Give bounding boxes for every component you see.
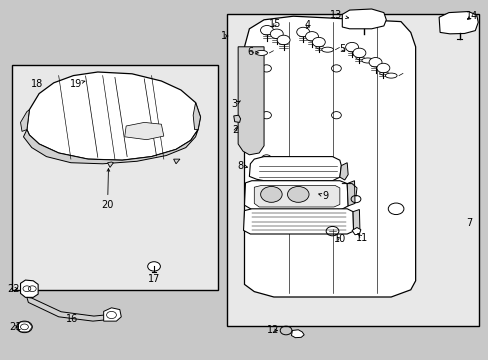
Text: 7: 7 — [466, 218, 471, 228]
Text: 15: 15 — [268, 19, 281, 30]
Polygon shape — [291, 330, 304, 338]
Polygon shape — [249, 157, 341, 181]
Text: 11: 11 — [355, 233, 367, 243]
Polygon shape — [27, 72, 200, 160]
Circle shape — [312, 37, 325, 47]
Circle shape — [305, 32, 318, 41]
Polygon shape — [233, 115, 240, 122]
Circle shape — [352, 48, 365, 58]
Circle shape — [296, 27, 309, 37]
Text: 8: 8 — [237, 161, 247, 171]
Ellipse shape — [321, 47, 333, 52]
Polygon shape — [339, 163, 347, 180]
Circle shape — [147, 262, 160, 271]
Polygon shape — [23, 130, 198, 164]
Text: 13: 13 — [329, 10, 348, 20]
Polygon shape — [342, 9, 386, 29]
Ellipse shape — [385, 73, 396, 78]
Circle shape — [270, 29, 283, 39]
Polygon shape — [173, 159, 180, 164]
Bar — [12, 65, 217, 290]
Text: 1: 1 — [221, 31, 227, 41]
Text: 4: 4 — [305, 20, 310, 30]
Text: 20: 20 — [101, 168, 114, 210]
Polygon shape — [107, 162, 113, 167]
Polygon shape — [20, 110, 29, 131]
Polygon shape — [193, 103, 200, 130]
Polygon shape — [124, 122, 163, 140]
Text: 17: 17 — [147, 274, 160, 284]
Polygon shape — [244, 16, 415, 297]
Polygon shape — [238, 47, 264, 155]
Polygon shape — [103, 308, 121, 321]
Text: 12: 12 — [266, 325, 279, 336]
Text: 14: 14 — [465, 11, 477, 21]
Polygon shape — [351, 228, 360, 235]
Text: 16: 16 — [66, 314, 79, 324]
Bar — [227, 14, 478, 326]
Circle shape — [345, 42, 358, 52]
Text: 19: 19 — [69, 78, 85, 89]
Text: 18: 18 — [30, 78, 43, 89]
Ellipse shape — [255, 50, 267, 55]
Circle shape — [277, 35, 289, 45]
Text: 22: 22 — [7, 284, 20, 294]
Text: 5: 5 — [339, 44, 345, 54]
Polygon shape — [352, 210, 359, 231]
Polygon shape — [244, 181, 347, 210]
Polygon shape — [243, 209, 353, 234]
Circle shape — [17, 321, 32, 333]
Polygon shape — [438, 12, 477, 34]
Polygon shape — [254, 185, 339, 207]
Text: 2: 2 — [232, 125, 238, 135]
Polygon shape — [346, 181, 354, 206]
Circle shape — [260, 186, 282, 202]
Polygon shape — [27, 297, 108, 321]
Text: 3: 3 — [231, 99, 240, 109]
Text: 21: 21 — [9, 322, 22, 332]
Text: 10: 10 — [333, 234, 346, 244]
Circle shape — [260, 26, 273, 35]
Polygon shape — [20, 280, 38, 297]
Ellipse shape — [361, 58, 373, 63]
Circle shape — [287, 186, 308, 202]
Text: 9: 9 — [318, 191, 328, 201]
Text: 6: 6 — [247, 47, 259, 57]
Circle shape — [376, 63, 389, 73]
Circle shape — [368, 58, 381, 67]
